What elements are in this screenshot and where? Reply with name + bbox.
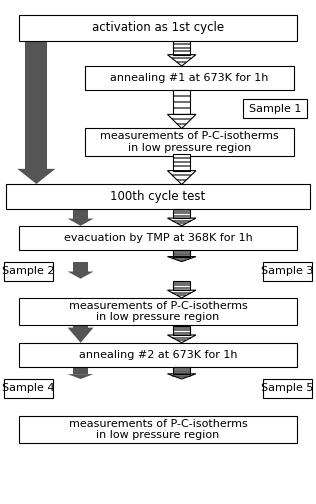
Polygon shape bbox=[68, 328, 94, 343]
Text: 100th cycle test: 100th cycle test bbox=[110, 190, 206, 203]
Bar bbox=[173, 281, 190, 290]
Text: Sample 3: Sample 3 bbox=[261, 266, 314, 276]
FancyBboxPatch shape bbox=[19, 297, 297, 326]
Bar bbox=[173, 90, 190, 114]
Bar bbox=[73, 209, 88, 219]
Bar bbox=[173, 367, 190, 374]
Bar bbox=[25, 41, 47, 169]
Polygon shape bbox=[167, 290, 196, 298]
Bar bbox=[173, 326, 190, 335]
FancyBboxPatch shape bbox=[19, 226, 297, 250]
Text: evacuation by TMP at 368K for 1h: evacuation by TMP at 368K for 1h bbox=[64, 233, 252, 243]
Polygon shape bbox=[68, 219, 94, 226]
Polygon shape bbox=[68, 374, 94, 379]
FancyBboxPatch shape bbox=[6, 184, 310, 209]
FancyBboxPatch shape bbox=[19, 415, 297, 444]
Bar bbox=[173, 209, 190, 218]
Bar bbox=[173, 209, 190, 218]
Polygon shape bbox=[167, 218, 196, 226]
Text: activation as 1st cycle: activation as 1st cycle bbox=[92, 21, 224, 34]
Text: measurements of P-C-isotherms
in low pressure region: measurements of P-C-isotherms in low pre… bbox=[100, 132, 279, 153]
Polygon shape bbox=[167, 257, 196, 262]
Text: Sample 2: Sample 2 bbox=[2, 266, 55, 276]
FancyBboxPatch shape bbox=[19, 343, 297, 367]
Text: measurements of P-C-isotherms
in low pressure region: measurements of P-C-isotherms in low pre… bbox=[69, 301, 247, 322]
Bar bbox=[173, 281, 190, 290]
Bar bbox=[73, 298, 88, 328]
Polygon shape bbox=[167, 55, 196, 66]
FancyBboxPatch shape bbox=[263, 262, 312, 281]
FancyBboxPatch shape bbox=[19, 15, 297, 41]
Bar bbox=[173, 367, 190, 374]
Text: measurements of P-C-isotherms
in low pressure region: measurements of P-C-isotherms in low pre… bbox=[69, 419, 247, 440]
Polygon shape bbox=[68, 272, 94, 279]
Text: Sample 4: Sample 4 bbox=[2, 383, 55, 393]
FancyBboxPatch shape bbox=[243, 99, 307, 118]
Bar bbox=[173, 154, 190, 171]
Bar bbox=[173, 90, 190, 114]
Bar bbox=[73, 367, 88, 374]
Bar bbox=[173, 326, 190, 335]
Text: annealing #1 at 673K for 1h: annealing #1 at 673K for 1h bbox=[110, 73, 269, 83]
Text: annealing #2 at 673K for 1h: annealing #2 at 673K for 1h bbox=[79, 350, 237, 360]
Polygon shape bbox=[167, 374, 196, 379]
Text: Sample 5: Sample 5 bbox=[261, 383, 314, 393]
Text: Sample 1: Sample 1 bbox=[249, 104, 301, 114]
Bar bbox=[173, 41, 190, 55]
FancyBboxPatch shape bbox=[85, 66, 294, 90]
Polygon shape bbox=[167, 335, 196, 343]
Bar bbox=[73, 262, 88, 272]
Polygon shape bbox=[17, 169, 55, 184]
FancyBboxPatch shape bbox=[4, 262, 53, 281]
Bar bbox=[173, 250, 190, 257]
Bar bbox=[173, 250, 190, 257]
FancyBboxPatch shape bbox=[263, 379, 312, 398]
Bar bbox=[173, 154, 190, 171]
FancyBboxPatch shape bbox=[85, 128, 294, 156]
Bar bbox=[173, 41, 190, 55]
FancyBboxPatch shape bbox=[4, 379, 53, 398]
Polygon shape bbox=[167, 114, 196, 129]
Polygon shape bbox=[167, 171, 196, 184]
